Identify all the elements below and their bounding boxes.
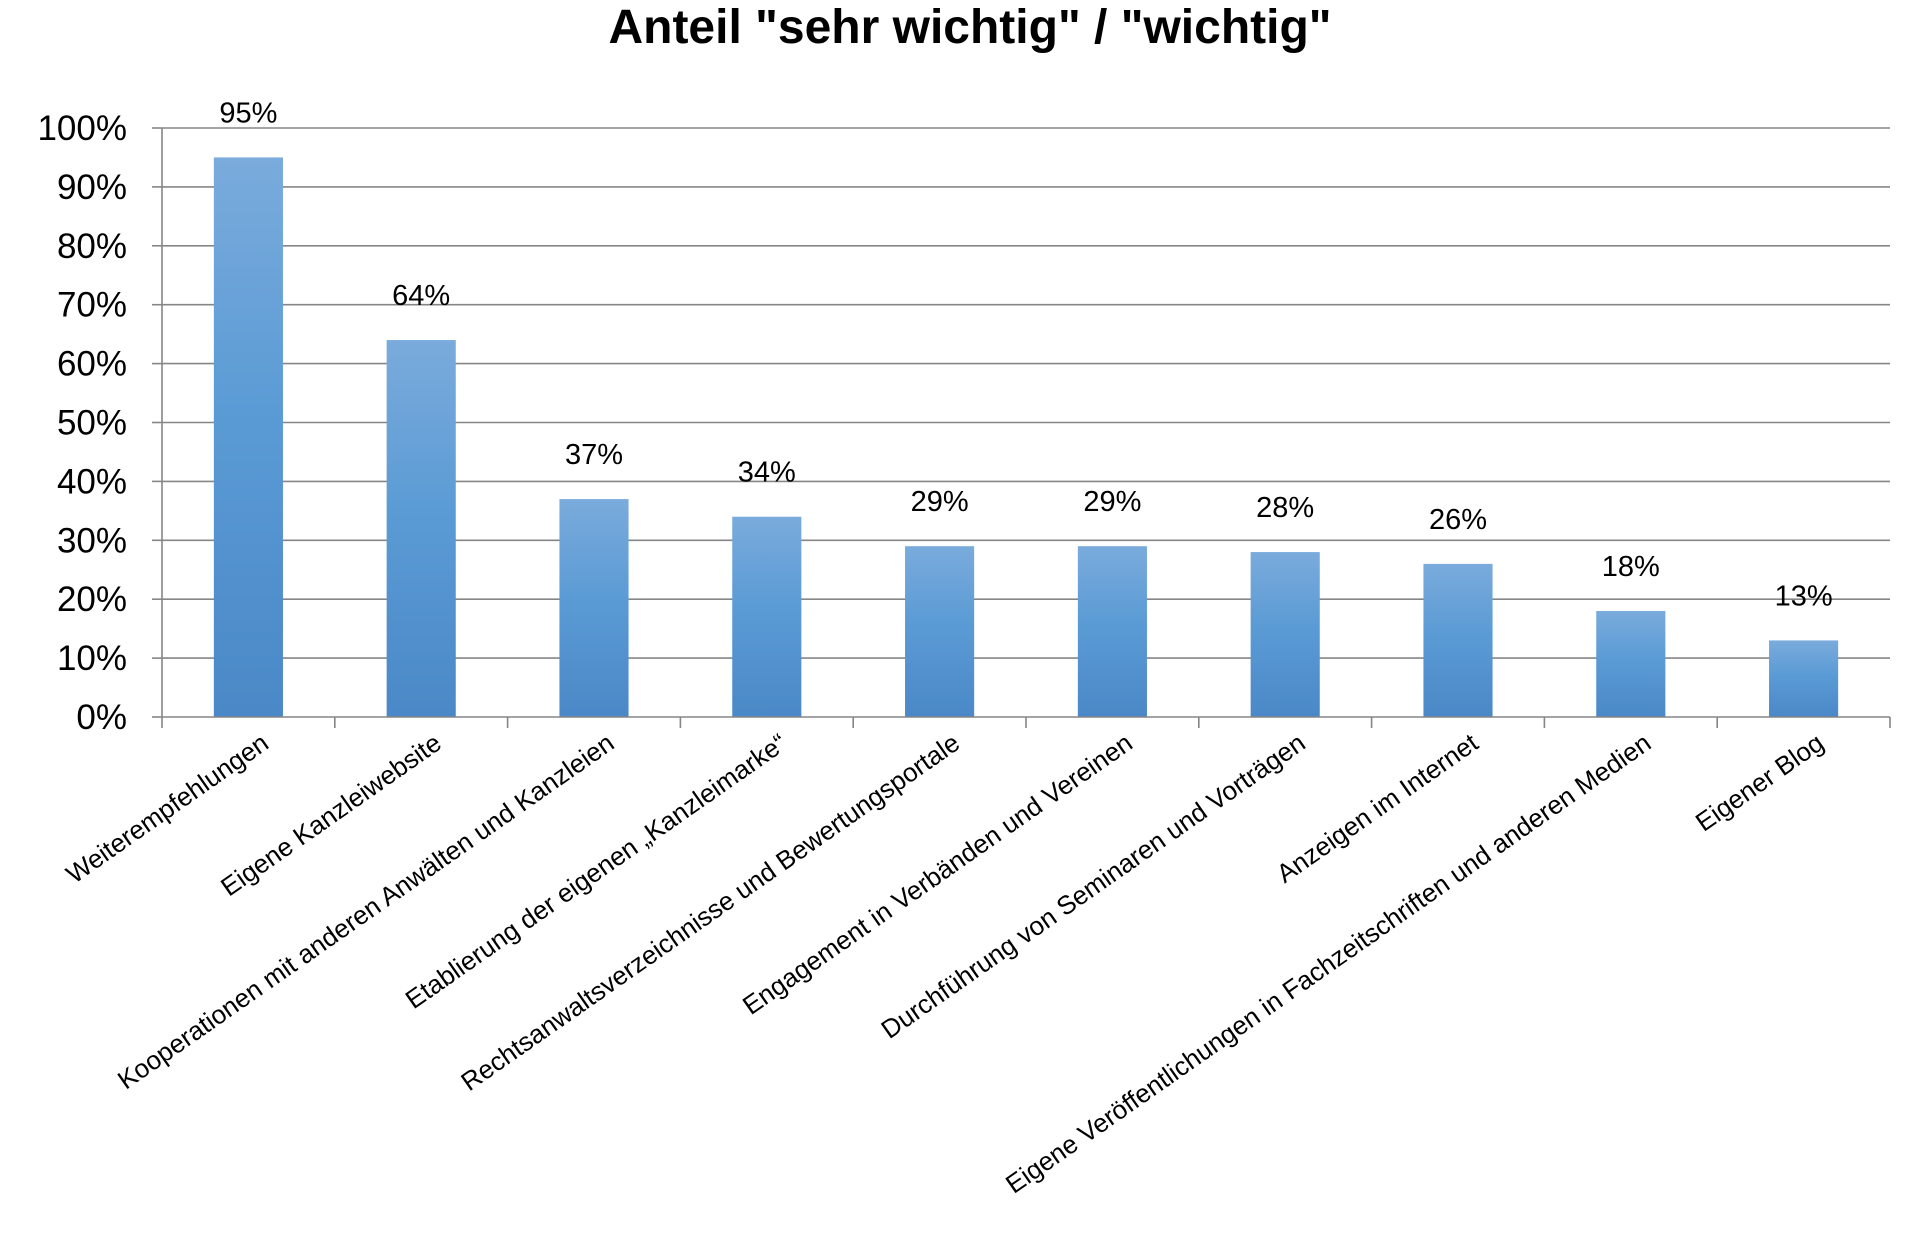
bar: [905, 546, 975, 717]
data-label: 13%: [1775, 580, 1833, 612]
data-label: 64%: [392, 280, 450, 312]
y-tick-label: 70%: [57, 286, 127, 325]
y-tick-label: 80%: [57, 227, 127, 266]
data-label: 29%: [1083, 486, 1141, 518]
data-label: 28%: [1256, 492, 1314, 524]
bars: [213, 157, 1839, 717]
chart-title: Anteil "sehr wichtig" / "wichtig": [608, 1, 1331, 54]
data-label: 18%: [1602, 551, 1660, 583]
y-tick-label: 50%: [57, 404, 127, 443]
axes: [152, 127, 1891, 728]
data-label: 29%: [911, 486, 969, 518]
data-label: 95%: [219, 97, 277, 129]
bar: [1423, 563, 1493, 717]
data-label: 34%: [738, 457, 796, 489]
bar: [732, 516, 802, 717]
x-tick-label: Eigene Veröffentlichungen in Fachzeitsch…: [1000, 727, 1656, 1199]
data-label: 26%: [1429, 504, 1487, 536]
y-tick-label: 30%: [57, 521, 127, 560]
bar: [559, 499, 629, 717]
y-tick-label: 40%: [57, 462, 127, 501]
bar: [213, 157, 283, 717]
y-tick-label: 60%: [57, 345, 127, 384]
y-tick-label: 20%: [57, 580, 127, 619]
y-tick-label: 0%: [76, 698, 127, 737]
bar: [1250, 552, 1320, 717]
data-label: 37%: [565, 439, 623, 471]
x-tick-label: Eigener Blog: [1690, 727, 1829, 837]
bar: [386, 340, 456, 717]
bar: [1077, 546, 1147, 717]
x-tick-label: Etablierung der eigenen „Kanzleimarke“: [400, 727, 793, 1014]
y-tick-label: 10%: [57, 639, 127, 678]
bar: [1769, 640, 1839, 717]
bar: [1596, 610, 1666, 717]
y-tick-label: 90%: [57, 168, 127, 207]
y-tick-label: 100%: [37, 109, 127, 148]
